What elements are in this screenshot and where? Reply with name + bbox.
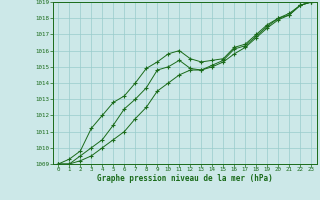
X-axis label: Graphe pression niveau de la mer (hPa): Graphe pression niveau de la mer (hPa) xyxy=(97,174,273,183)
